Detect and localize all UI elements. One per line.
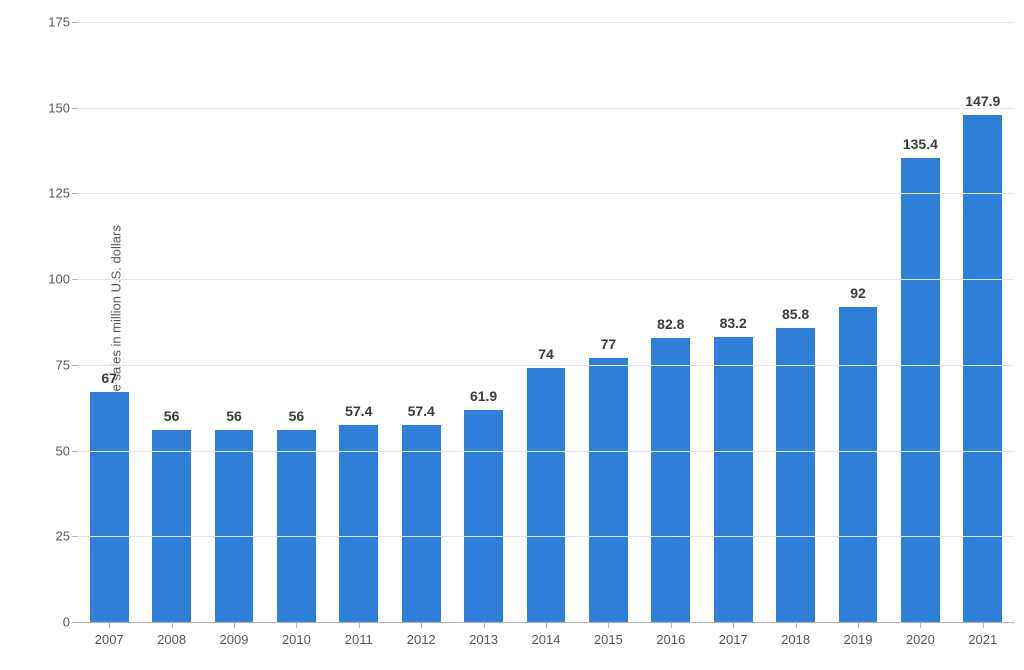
bar[interactable] — [901, 158, 940, 622]
x-tick-label: 2012 — [390, 632, 452, 647]
x-tick-mark — [296, 622, 297, 628]
y-tick-mark — [72, 451, 78, 452]
y-tick-label: 75 — [56, 357, 70, 372]
bar[interactable] — [651, 338, 690, 622]
bar-value-label: 77 — [570, 336, 646, 352]
x-tick-label: 2020 — [889, 632, 951, 647]
gridline — [78, 108, 1014, 109]
bar[interactable] — [527, 368, 566, 622]
x-tick-mark — [858, 622, 859, 628]
bar[interactable] — [90, 392, 129, 622]
bar[interactable] — [589, 358, 628, 622]
y-tick-label: 50 — [56, 443, 70, 458]
x-tick-mark — [234, 622, 235, 628]
x-tick-mark — [172, 622, 173, 628]
y-tick-label: 175 — [48, 15, 70, 30]
y-tick-mark — [72, 108, 78, 109]
bar[interactable] — [277, 430, 316, 622]
y-tick-mark — [72, 22, 78, 23]
bar[interactable] — [714, 337, 753, 622]
bar[interactable] — [776, 328, 815, 622]
x-tick-label: 2007 — [78, 632, 140, 647]
x-tick-label: 2015 — [577, 632, 639, 647]
bar-value-label: 57.4 — [383, 403, 459, 419]
y-tick-label: 25 — [56, 529, 70, 544]
bar-value-label: 85.8 — [758, 306, 834, 322]
x-tick-mark — [733, 622, 734, 628]
bar-value-label: 67 — [71, 370, 147, 386]
x-tick-label: 2009 — [203, 632, 265, 647]
bar-value-label: 135.4 — [882, 136, 958, 152]
x-tick-label: 2019 — [827, 632, 889, 647]
x-tick-mark — [421, 622, 422, 628]
y-tick-label: 125 — [48, 186, 70, 201]
y-tick-label: 100 — [48, 272, 70, 287]
x-tick-mark — [359, 622, 360, 628]
bar[interactable] — [464, 410, 503, 622]
x-tick-mark — [983, 622, 984, 628]
gridline — [78, 536, 1014, 537]
x-tick-mark — [796, 622, 797, 628]
gridline — [78, 22, 1014, 23]
y-tick-label: 150 — [48, 100, 70, 115]
bar[interactable] — [963, 115, 1002, 622]
x-tick-mark — [546, 622, 547, 628]
x-tick-mark — [920, 622, 921, 628]
plot-area: 6756565657.457.461.9747782.883.285.89213… — [78, 22, 1014, 622]
x-tick-label: 2016 — [640, 632, 702, 647]
x-tick-label: 2010 — [265, 632, 327, 647]
gridline — [78, 451, 1014, 452]
y-tick-label: 0 — [63, 615, 70, 630]
x-tick-label: 2013 — [452, 632, 514, 647]
gridline — [78, 193, 1014, 194]
x-tick-mark — [671, 622, 672, 628]
y-tick-mark — [72, 536, 78, 537]
bar-value-label: 92 — [820, 285, 896, 301]
x-tick-label: 2014 — [515, 632, 577, 647]
x-tick-label: 2018 — [764, 632, 826, 647]
bar[interactable] — [339, 425, 378, 622]
y-tick-mark — [72, 622, 78, 623]
bar[interactable] — [152, 430, 191, 622]
x-tick-mark — [109, 622, 110, 628]
x-tick-label: 2008 — [140, 632, 202, 647]
bar[interactable] — [402, 425, 441, 622]
bar[interactable] — [215, 430, 254, 622]
y-tick-mark — [72, 193, 78, 194]
y-tick-mark — [72, 279, 78, 280]
bar-value-label: 61.9 — [446, 388, 522, 404]
bar-chart: Wholesale sales in million U.S. dollars … — [0, 0, 1024, 670]
gridline — [78, 365, 1014, 366]
x-tick-mark — [484, 622, 485, 628]
bars-container: 6756565657.457.461.9747782.883.285.89213… — [78, 22, 1014, 622]
y-tick-mark — [72, 365, 78, 366]
gridline — [78, 279, 1014, 280]
bar[interactable] — [839, 307, 878, 622]
x-tick-label: 2021 — [952, 632, 1014, 647]
x-tick-label: 2017 — [702, 632, 764, 647]
bar-value-label: 147.9 — [945, 93, 1021, 109]
x-tick-mark — [608, 622, 609, 628]
x-tick-label: 2011 — [328, 632, 390, 647]
